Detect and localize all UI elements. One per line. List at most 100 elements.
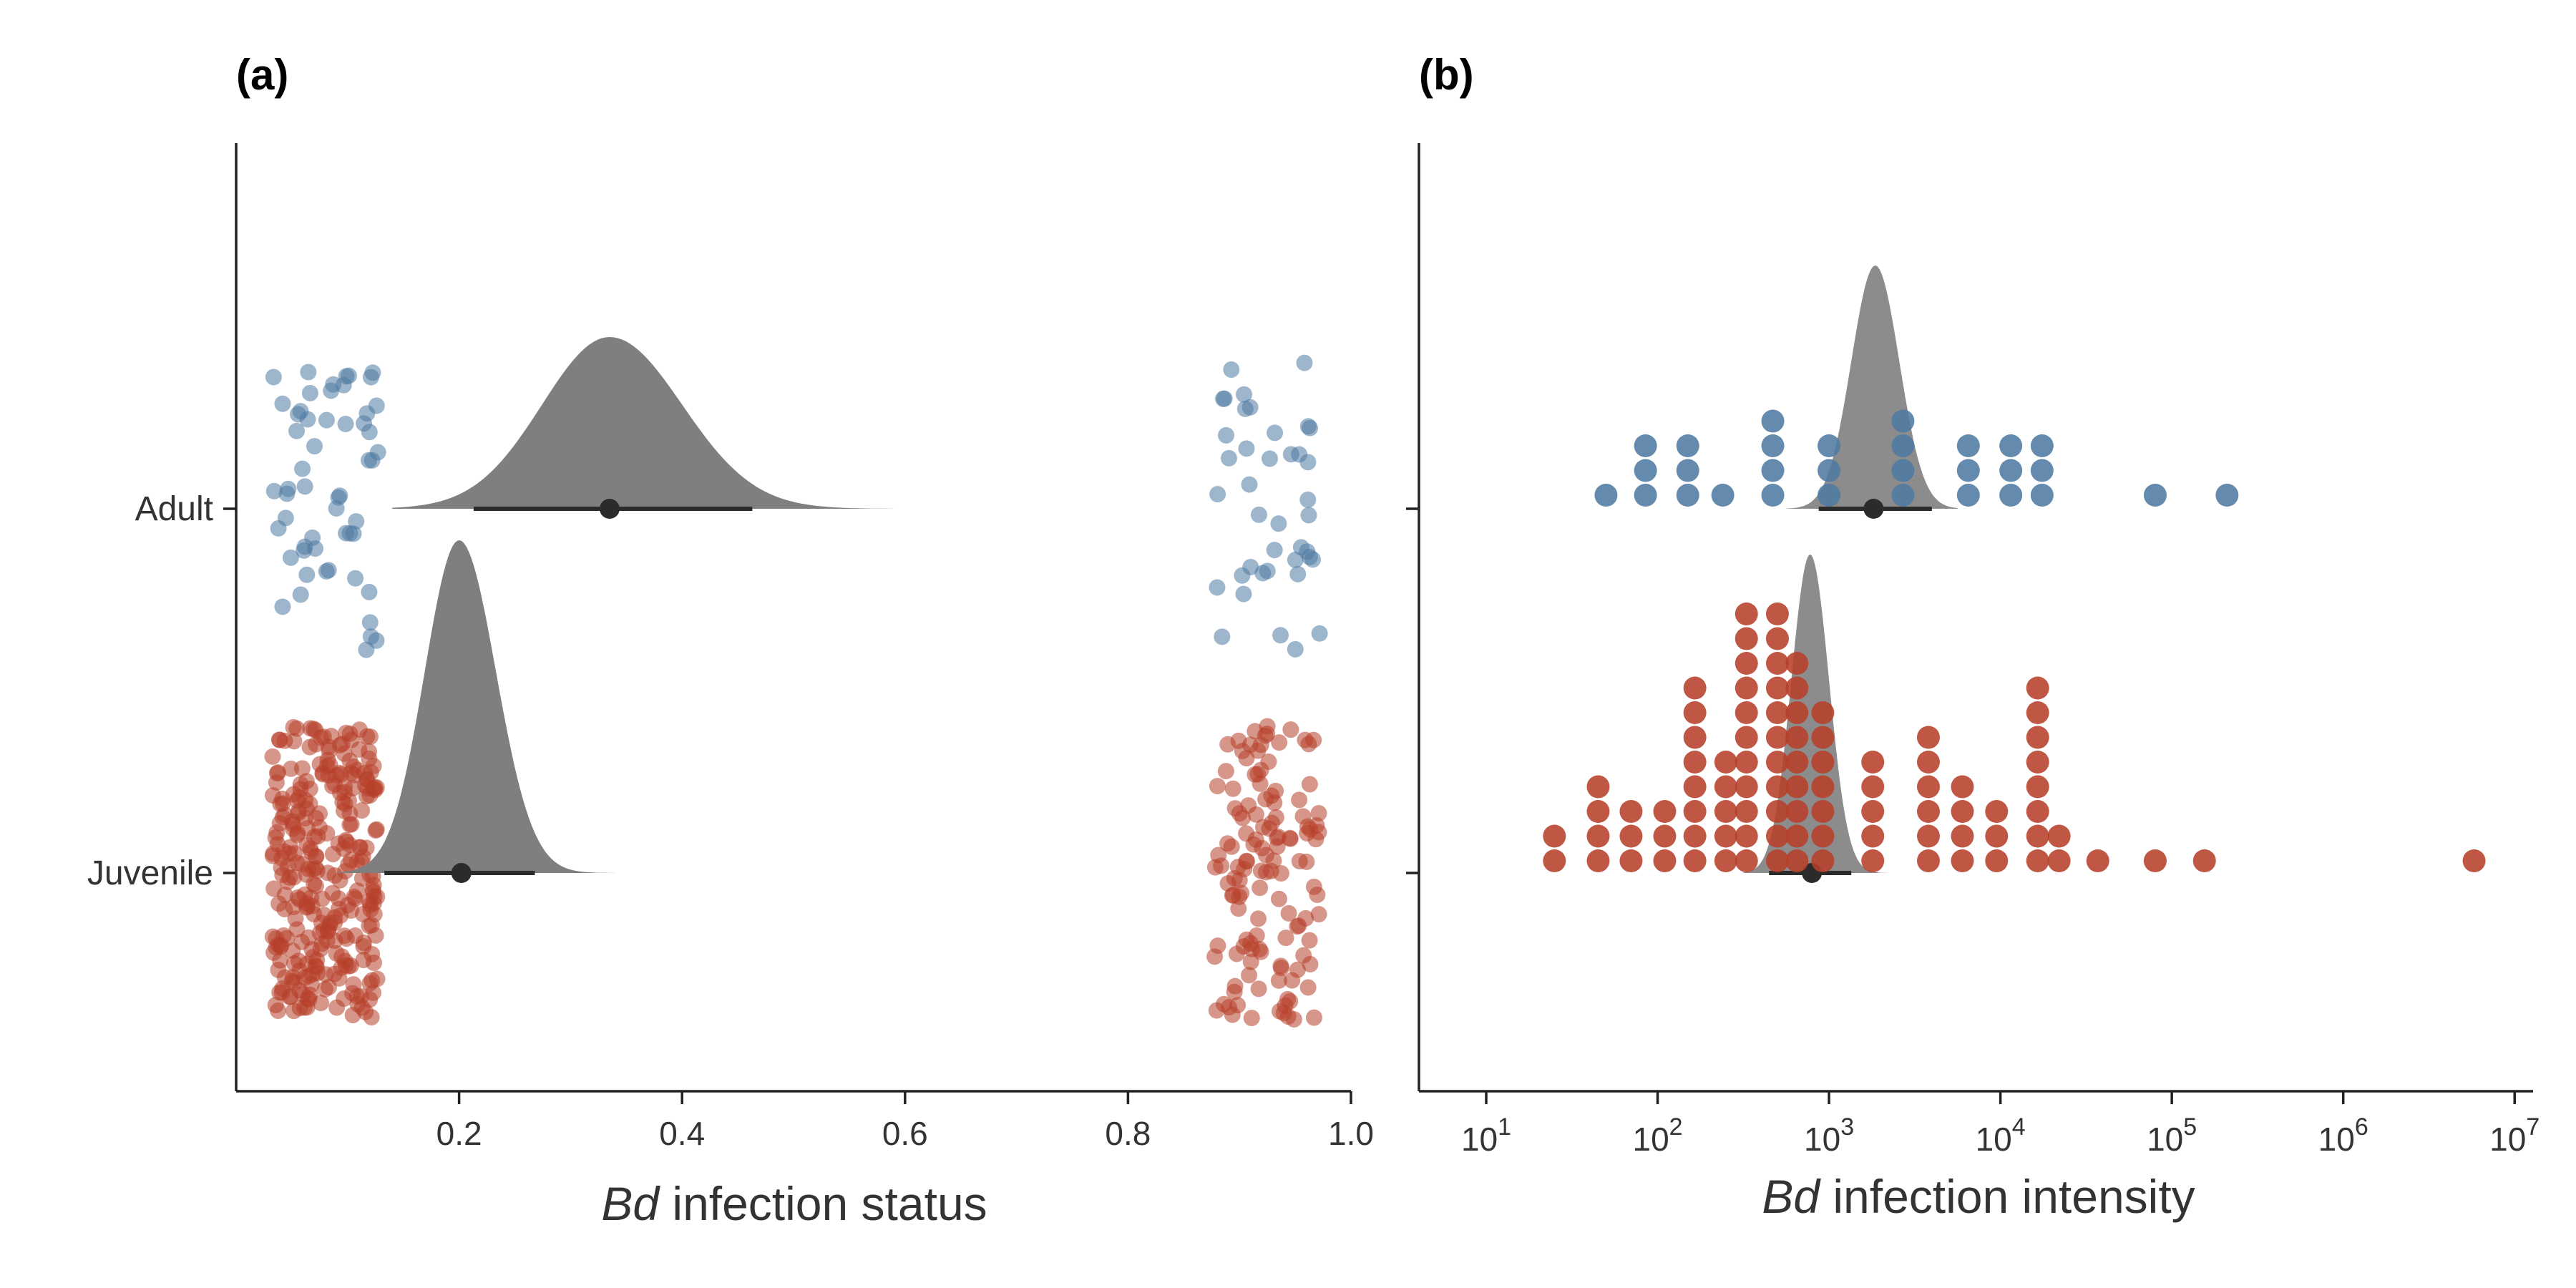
panel-a-raw-point xyxy=(1280,904,1297,922)
panel-a-x-axis-title: Bd infection status xyxy=(601,1177,987,1230)
panel-a-raw-point xyxy=(1300,507,1317,524)
panel-a-raw-point xyxy=(362,369,379,386)
panel-a-raw-point xyxy=(1291,853,1308,870)
panel-a-raw-point xyxy=(337,416,354,433)
panel-a-raw-point xyxy=(348,854,366,871)
panel-a-raw-point xyxy=(270,519,287,537)
panel-b-dot xyxy=(1735,751,1758,774)
panel-b-dot xyxy=(1785,701,1809,724)
panel-b-dot xyxy=(1861,775,1885,799)
panel-a-raw-point xyxy=(308,862,326,879)
panel-b-dot xyxy=(1676,459,1699,482)
panel-a-raw-point xyxy=(1305,1009,1322,1026)
panel-a-raw-point xyxy=(1272,957,1289,975)
panel-b-dot xyxy=(1619,800,1643,823)
panel-a-raw-point xyxy=(318,411,335,429)
panel-b-dot xyxy=(1891,459,1915,482)
panel-b-dot xyxy=(1735,824,1758,848)
panel-a-raw-point xyxy=(1249,766,1267,783)
panel-a-raw-point xyxy=(296,478,313,495)
panel-a-raw-point xyxy=(281,869,298,886)
panel-b-dot xyxy=(1735,800,1758,823)
panel-a-raw-point xyxy=(1270,890,1287,907)
panel-a-raw-point xyxy=(1296,354,1313,371)
panel-a-raw-point xyxy=(1282,830,1299,847)
panel-b-dot xyxy=(2143,484,2167,507)
panel-a-y-tick-label: Adult xyxy=(135,490,213,528)
panel-a-raw-point xyxy=(288,720,306,737)
panel-a-label: (a) xyxy=(236,51,288,99)
panel-b-dot xyxy=(2030,484,2054,507)
panel-a-raw-point xyxy=(1228,945,1245,962)
panel-b-dot xyxy=(1683,726,1707,749)
panel-a-raw-point xyxy=(318,563,335,580)
panel-a-raw-point xyxy=(1220,449,1237,467)
panel-b-dot xyxy=(1735,602,1758,625)
panel-b-dot xyxy=(1985,824,2009,848)
panel-b-dot xyxy=(1653,800,1677,823)
panel-a-raw-point xyxy=(358,405,376,422)
panel-b-dot xyxy=(1543,849,1566,872)
panel-a-raw-point xyxy=(1259,725,1276,742)
panel-b-x-tick-base: 10 xyxy=(1461,1121,1498,1158)
panel-a-raw-point xyxy=(1250,980,1267,997)
panel-a-raw-point xyxy=(336,795,353,812)
panel-a-raw-point xyxy=(1289,565,1307,582)
panel-b-dot xyxy=(1765,627,1789,650)
panel-b-dot xyxy=(1761,459,1785,482)
panel-a-raw-point xyxy=(1266,794,1283,811)
panel-b-dot xyxy=(1956,459,1980,482)
panel-a-raw-point xyxy=(1208,1002,1225,1019)
panel-a-raw-point xyxy=(1236,386,1253,403)
panel-a-raw-point xyxy=(274,395,291,412)
panel-a-raw-point xyxy=(1299,543,1316,560)
panel-b-dot xyxy=(1683,676,1707,700)
panel-a-x-axis-title-italic: Bd xyxy=(601,1177,660,1230)
panel-a-raw-point xyxy=(365,757,382,774)
panel-a-ticks: 0.2 0.4 0.6 0.8 1.0 Adult Juvenile xyxy=(87,490,1374,1152)
panel-a-raw-point xyxy=(1284,972,1301,989)
panel-b-ticks: 101 102 103 104 105 106 107 xyxy=(1406,507,2540,1158)
panel-b-dot xyxy=(2026,701,2049,724)
panel-a-raw-point xyxy=(1301,776,1318,793)
panel-a-raw-point xyxy=(338,368,355,385)
panel-b-dot xyxy=(1735,652,1758,675)
panel-b-dot xyxy=(1761,434,1785,457)
panel-a-raw-point xyxy=(1243,1010,1260,1027)
panel-a-raw-point xyxy=(264,748,281,765)
panel-b-dot xyxy=(2026,751,2049,774)
panel-b-dot xyxy=(1861,849,1885,872)
panel-b-dot xyxy=(1785,775,1809,799)
panel-a-raw-point xyxy=(292,586,309,603)
panel-b-dot xyxy=(1653,824,1677,848)
panel-b-dot xyxy=(1785,726,1809,749)
panel-a-raw-point xyxy=(349,761,366,779)
panel-a-raw-point xyxy=(351,839,369,856)
panel-a-raw-point xyxy=(308,952,326,969)
panel-a-raw-point xyxy=(359,780,376,797)
panel-b-dot xyxy=(1785,800,1809,823)
panel-b-x-tick-exponent: 4 xyxy=(2012,1113,2026,1141)
panel-b-dot xyxy=(1634,434,1657,457)
panel-b-dot xyxy=(1714,775,1737,799)
panel-a-raw-point xyxy=(306,438,323,455)
panel-a-raw-point xyxy=(1210,847,1227,864)
panel-a-raw-point xyxy=(278,485,296,502)
panel-a-raw-point xyxy=(294,460,311,477)
panel-a-raw-point xyxy=(1272,864,1289,882)
panel-a-raw-point xyxy=(301,738,318,756)
panel-a-raw-point xyxy=(358,641,375,658)
panel-a-raw-point xyxy=(271,731,288,748)
panel-b-x-tick-label: 106 xyxy=(2318,1113,2368,1158)
panel-a-raw-point xyxy=(1301,932,1318,949)
panel-b-dot xyxy=(1765,652,1789,675)
panel-a-raw-point xyxy=(1238,440,1255,457)
panel-a-raw-point xyxy=(1218,426,1235,444)
panel-a-raw-point xyxy=(298,566,316,583)
panel-a-raw-point xyxy=(347,570,364,587)
panel-a-raw-point xyxy=(1217,763,1234,780)
panel-a-y-tick-label: Juvenile xyxy=(87,854,213,892)
panel-b-dot xyxy=(1811,775,1835,799)
panel-a-raw-point xyxy=(1254,819,1272,836)
panel-b-dot xyxy=(1891,484,1915,507)
